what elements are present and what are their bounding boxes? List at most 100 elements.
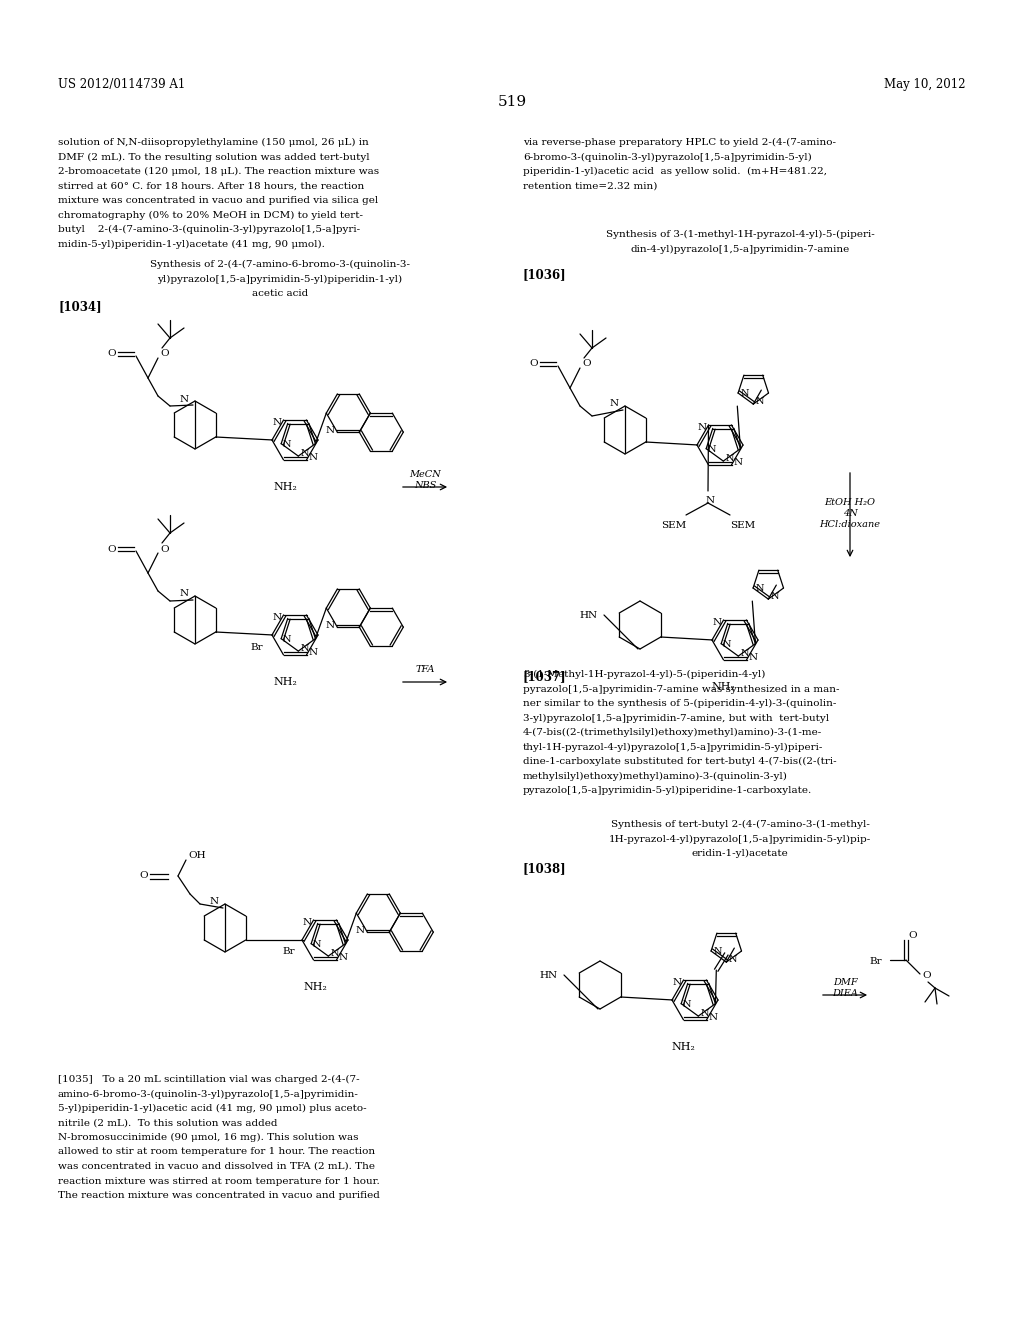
Text: NH₂: NH₂	[273, 677, 297, 686]
Text: Br: Br	[251, 643, 263, 652]
Text: methylsilyl)ethoxy)methyl)amino)-3-(quinolin-3-yl): methylsilyl)ethoxy)methyl)amino)-3-(quin…	[523, 771, 787, 780]
Text: NH₂: NH₂	[303, 982, 327, 993]
Text: DMF (2 mL). To the resulting solution was added tert-butyl: DMF (2 mL). To the resulting solution wa…	[58, 153, 370, 161]
Text: N: N	[713, 618, 722, 627]
Text: 4-(7-bis((2-(trimethylsilyl)ethoxy)methyl)amino)-3-(1-me-: 4-(7-bis((2-(trimethylsilyl)ethoxy)methy…	[523, 729, 822, 737]
Text: N: N	[339, 953, 347, 962]
Text: SEM: SEM	[730, 521, 756, 531]
Text: Synthesis of tert-butyl 2-(4-(7-amino-3-(1-methyl-: Synthesis of tert-butyl 2-(4-(7-amino-3-…	[610, 820, 869, 829]
Text: O: O	[529, 359, 538, 368]
Text: NH₂: NH₂	[273, 482, 297, 492]
Text: HN: HN	[540, 970, 558, 979]
Text: N: N	[331, 949, 339, 957]
Text: NH₂: NH₂	[711, 682, 735, 692]
Text: N: N	[272, 612, 282, 622]
Text: N: N	[673, 978, 682, 986]
Text: N: N	[700, 1008, 709, 1018]
Text: solution of N,N-diisopropylethylamine (150 μmol, 26 μL) in: solution of N,N-diisopropylethylamine (1…	[58, 139, 369, 147]
Text: retention time=2.32 min): retention time=2.32 min)	[523, 181, 657, 190]
Text: allowed to stir at room temperature for 1 hour. The reaction: allowed to stir at room temperature for …	[58, 1147, 375, 1156]
Text: mixture was concentrated in vacuo and purified via silica gel: mixture was concentrated in vacuo and pu…	[58, 195, 378, 205]
Text: ner similar to the synthesis of 5-(piperidin-4-yl)-3-(quinolin-: ner similar to the synthesis of 5-(piper…	[523, 700, 837, 708]
Text: DIEA: DIEA	[833, 989, 858, 998]
Text: N: N	[756, 396, 764, 405]
Text: N: N	[713, 946, 722, 956]
Text: din-4-yl)pyrazolo[1,5-a]pyrimidin-7-amine: din-4-yl)pyrazolo[1,5-a]pyrimidin-7-amin…	[631, 244, 850, 253]
Text: 6-bromo-3-(quinolin-3-yl)pyrazolo[1,5-a]pyrimidin-5-yl): 6-bromo-3-(quinolin-3-yl)pyrazolo[1,5-a]…	[523, 153, 812, 161]
Text: N: N	[740, 388, 749, 397]
Text: dine-1-carboxylate substituted for tert-butyl 4-(7-bis((2-(tri-: dine-1-carboxylate substituted for tert-…	[523, 756, 837, 766]
Text: N: N	[326, 620, 334, 630]
Text: OH: OH	[188, 851, 206, 861]
Text: N: N	[708, 445, 716, 454]
Text: N: N	[610, 400, 618, 408]
Text: 3-yl)pyrazolo[1,5-a]pyrimidin-7-amine, but with  tert-butyl: 3-yl)pyrazolo[1,5-a]pyrimidin-7-amine, b…	[523, 714, 829, 722]
Text: N: N	[682, 1001, 690, 1010]
Text: amino-6-bromo-3-(quinolin-3-yl)pyrazolo[1,5-a]pyrimidin-: amino-6-bromo-3-(quinolin-3-yl)pyrazolo[…	[58, 1089, 358, 1098]
Text: piperidin-1-yl)acetic acid  as yellow solid.  (m+H=481.22,: piperidin-1-yl)acetic acid as yellow sol…	[523, 168, 827, 176]
Text: O: O	[160, 350, 169, 359]
Text: was concentrated in vacuo and dissolved in TFA (2 mL). The: was concentrated in vacuo and dissolved …	[58, 1162, 375, 1171]
Text: EtOH H₂O: EtOH H₂O	[824, 498, 876, 507]
Text: Synthesis of 2-(4-(7-amino-6-bromo-3-(quinolin-3-: Synthesis of 2-(4-(7-amino-6-bromo-3-(qu…	[150, 260, 410, 269]
Text: NBS: NBS	[414, 480, 436, 490]
Text: N: N	[749, 653, 758, 663]
Text: N: N	[733, 458, 742, 467]
Text: N: N	[728, 954, 737, 964]
Text: [1036]: [1036]	[523, 268, 566, 281]
Text: O: O	[160, 544, 169, 553]
Text: N: N	[283, 440, 291, 449]
Text: DMF: DMF	[833, 978, 857, 987]
Text: 3-(1-Methyl-1H-pyrazol-4-yl)-5-(piperidin-4-yl): 3-(1-Methyl-1H-pyrazol-4-yl)-5-(piperidi…	[523, 671, 765, 678]
Text: O: O	[139, 871, 148, 880]
Text: N: N	[725, 454, 734, 462]
Text: nitrile (2 mL).  To this solution was added: nitrile (2 mL). To this solution was add…	[58, 1118, 278, 1127]
Text: yl)pyrazolo[1,5-a]pyrimidin-5-yl)piperidin-1-yl): yl)pyrazolo[1,5-a]pyrimidin-5-yl)piperid…	[158, 275, 402, 284]
Text: HCl:dioxane: HCl:dioxane	[819, 520, 881, 529]
Text: The reaction mixture was concentrated in vacuo and purified: The reaction mixture was concentrated in…	[58, 1191, 380, 1200]
Text: N: N	[210, 898, 219, 907]
Text: butyl    2-(4-(7-amino-3-(quinolin-3-yl)pyrazolo[1,5-a]pyri-: butyl 2-(4-(7-amino-3-(quinolin-3-yl)pyr…	[58, 224, 360, 234]
Text: N: N	[709, 1014, 718, 1023]
Text: MeCN: MeCN	[410, 470, 441, 479]
Text: N: N	[706, 496, 715, 506]
Text: N: N	[355, 925, 365, 935]
Text: May 10, 2012: May 10, 2012	[885, 78, 966, 91]
Text: N: N	[272, 417, 282, 426]
Text: acetic acid: acetic acid	[252, 289, 308, 298]
Text: N: N	[283, 635, 291, 644]
Text: [1038]: [1038]	[523, 862, 566, 875]
Text: NH₂: NH₂	[671, 1041, 695, 1052]
Text: chromatography (0% to 20% MeOH in DCM) to yield tert-: chromatography (0% to 20% MeOH in DCM) t…	[58, 210, 362, 219]
Text: N: N	[312, 940, 321, 949]
Text: N: N	[770, 591, 779, 601]
Text: N-bromosuccinimide (90 μmol, 16 mg). This solution was: N-bromosuccinimide (90 μmol, 16 mg). Thi…	[58, 1133, 358, 1142]
Text: [1034]: [1034]	[58, 300, 101, 313]
Text: N: N	[326, 425, 334, 434]
Text: O: O	[922, 972, 931, 981]
Text: pyrazolo[1,5-a]pyrimidin-7-amine was synthesized in a man-: pyrazolo[1,5-a]pyrimidin-7-amine was syn…	[523, 685, 840, 693]
Text: [1037]: [1037]	[523, 671, 566, 682]
Text: [1035]   To a 20 mL scintillation vial was charged 2-(4-(7-: [1035] To a 20 mL scintillation vial was…	[58, 1074, 359, 1084]
Text: N: N	[755, 583, 764, 593]
Text: via reverse-phase preparatory HPLC to yield 2-(4-(7-amino-: via reverse-phase preparatory HPLC to yi…	[523, 139, 836, 147]
Text: 4N: 4N	[843, 510, 857, 517]
Text: O: O	[108, 544, 116, 553]
Text: stirred at 60° C. for 18 hours. After 18 hours, the reaction: stirred at 60° C. for 18 hours. After 18…	[58, 181, 365, 190]
Text: Synthesis of 3-(1-methyl-1H-pyrazol-4-yl)-5-(piperi-: Synthesis of 3-(1-methyl-1H-pyrazol-4-yl…	[605, 230, 874, 239]
Text: SEM: SEM	[660, 521, 686, 531]
Text: N: N	[300, 449, 309, 458]
Text: HN: HN	[580, 610, 598, 619]
Text: N: N	[180, 395, 189, 404]
Text: N: N	[308, 648, 317, 657]
Text: O: O	[108, 350, 116, 359]
Text: reaction mixture was stirred at room temperature for 1 hour.: reaction mixture was stirred at room tem…	[58, 1176, 380, 1185]
Text: TFA: TFA	[416, 665, 434, 675]
Text: O: O	[908, 932, 916, 940]
Text: US 2012/0114739 A1: US 2012/0114739 A1	[58, 78, 185, 91]
Text: N: N	[180, 590, 189, 598]
Text: N: N	[308, 453, 317, 462]
Text: O: O	[582, 359, 591, 368]
Text: 5-yl)piperidin-1-yl)acetic acid (41 mg, 90 μmol) plus aceto-: 5-yl)piperidin-1-yl)acetic acid (41 mg, …	[58, 1104, 367, 1113]
Text: N: N	[300, 644, 309, 652]
